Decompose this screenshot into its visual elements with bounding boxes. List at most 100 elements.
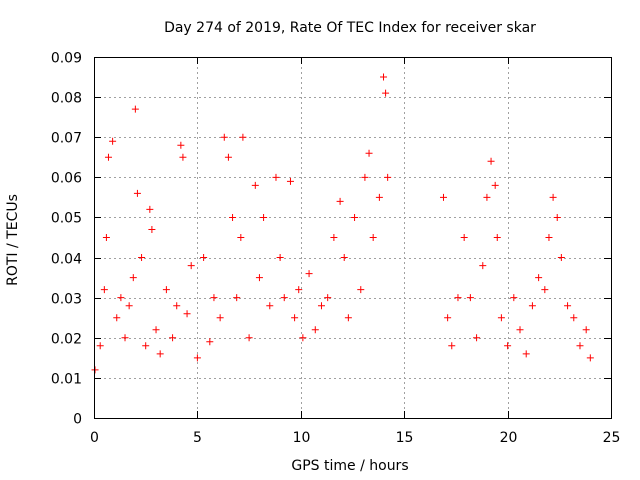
data-point-marker (272, 173, 280, 181)
y-tick-label: 0.07 (51, 131, 82, 147)
x-tick-label: 0 (90, 430, 99, 446)
data-point-marker (100, 286, 108, 294)
data-point-marker (553, 213, 561, 221)
data-point-marker (104, 153, 112, 161)
data-point-marker (177, 141, 185, 149)
data-point-marker (479, 262, 487, 270)
data-point-marker (541, 286, 549, 294)
y-tick-label: 0.03 (51, 292, 82, 308)
data-point-marker (493, 234, 501, 241)
data-point-marker (570, 314, 578, 322)
data-point-marker (382, 89, 390, 97)
data-point-marker (237, 234, 245, 241)
data-point-marker (260, 213, 268, 221)
x-tick-label: 10 (293, 430, 311, 446)
data-point-marker (504, 342, 512, 350)
x-tick-label: 20 (500, 430, 518, 446)
data-point-marker (545, 234, 553, 241)
data-point-marker (276, 254, 284, 262)
data-point-marker (473, 334, 481, 342)
data-point-marker (162, 286, 170, 294)
data-point-marker (324, 294, 332, 302)
chart-title: Day 274 of 2019, Rate Of TEC Index for r… (164, 20, 536, 36)
data-point-marker (148, 225, 156, 233)
data-point-marker (224, 153, 232, 161)
data-point-marker (439, 193, 447, 201)
data-point-marker (357, 286, 365, 294)
data-point-marker (183, 310, 191, 318)
y-tick-label: 0.06 (51, 171, 82, 187)
data-point-marker (200, 254, 208, 262)
data-point-marker (220, 133, 228, 141)
data-point-marker (510, 294, 518, 302)
data-point-marker (245, 334, 253, 342)
y-axis-label: ROTI / TECUs (5, 194, 21, 286)
data-point-marker (311, 326, 319, 334)
y-tick-label: 0 (73, 412, 82, 428)
data-point-marker (384, 173, 392, 181)
data-point-marker (280, 294, 288, 302)
data-point-marker (497, 314, 505, 322)
data-point-marker (255, 274, 263, 282)
data-point-marker (549, 193, 557, 201)
data-point-marker (210, 294, 218, 302)
data-point-marker (156, 350, 164, 358)
data-point-marker (557, 254, 565, 262)
data-point-marker (109, 137, 117, 145)
data-point-marker (179, 153, 187, 161)
data-point-marker (229, 213, 237, 221)
data-point-marker (193, 354, 201, 362)
data-point-marker (369, 234, 377, 241)
data-point-marker (291, 314, 299, 322)
data-point-marker (169, 334, 177, 342)
data-point-marker (129, 274, 137, 282)
data-point-marker (535, 274, 543, 282)
y-tick-label: 0.05 (51, 211, 82, 227)
data-point-marker (375, 193, 383, 201)
data-point-marker (206, 338, 214, 346)
data-point-marker (299, 334, 307, 342)
data-point-marker (444, 314, 452, 322)
data-point-marker (117, 294, 125, 302)
x-tick-label: 25 (603, 430, 621, 446)
data-point-marker (138, 254, 146, 262)
data-point-marker (491, 181, 499, 189)
y-tick-label: 0.08 (51, 91, 82, 107)
tick-labels-layer: 0 0.01 0.02 0.03 0.04 0.05 0.06 0.07 0.08 0.09 0 5 1… (51, 51, 621, 447)
data-point-marker (125, 302, 133, 310)
data-point-marker (344, 314, 352, 322)
data-point-marker (365, 149, 373, 157)
data-point-marker (239, 133, 247, 141)
data-point-marker (336, 197, 344, 205)
data-point-marker (295, 286, 303, 294)
data-point-marker (330, 234, 338, 241)
data-point-marker (305, 270, 313, 278)
x-tick-label: 5 (193, 430, 202, 446)
grid-layer (94, 57, 611, 418)
data-point-marker (173, 302, 181, 310)
y-tick-label: 0.02 (51, 332, 82, 348)
y-tick-label: 0.01 (51, 372, 82, 388)
data-point-marker (317, 302, 325, 310)
data-point-marker (528, 302, 536, 310)
data-point-marker (448, 342, 456, 350)
data-point-marker (522, 350, 530, 358)
data-point-marker (380, 73, 388, 81)
data-point-marker (483, 193, 491, 201)
data-point-marker (113, 314, 121, 322)
ticks-layer (94, 57, 612, 419)
data-point-marker (146, 205, 154, 213)
data-points-layer (91, 73, 594, 374)
plot-border (94, 57, 612, 419)
data-point-marker (586, 354, 594, 362)
data-point-marker (121, 334, 129, 342)
data-point-marker (216, 314, 224, 322)
data-point-marker (102, 234, 110, 241)
x-tick-label: 15 (396, 430, 414, 446)
data-point-marker (564, 302, 572, 310)
data-point-marker (96, 342, 104, 350)
y-tick-label: 0.04 (51, 252, 82, 268)
data-point-marker (133, 189, 141, 197)
